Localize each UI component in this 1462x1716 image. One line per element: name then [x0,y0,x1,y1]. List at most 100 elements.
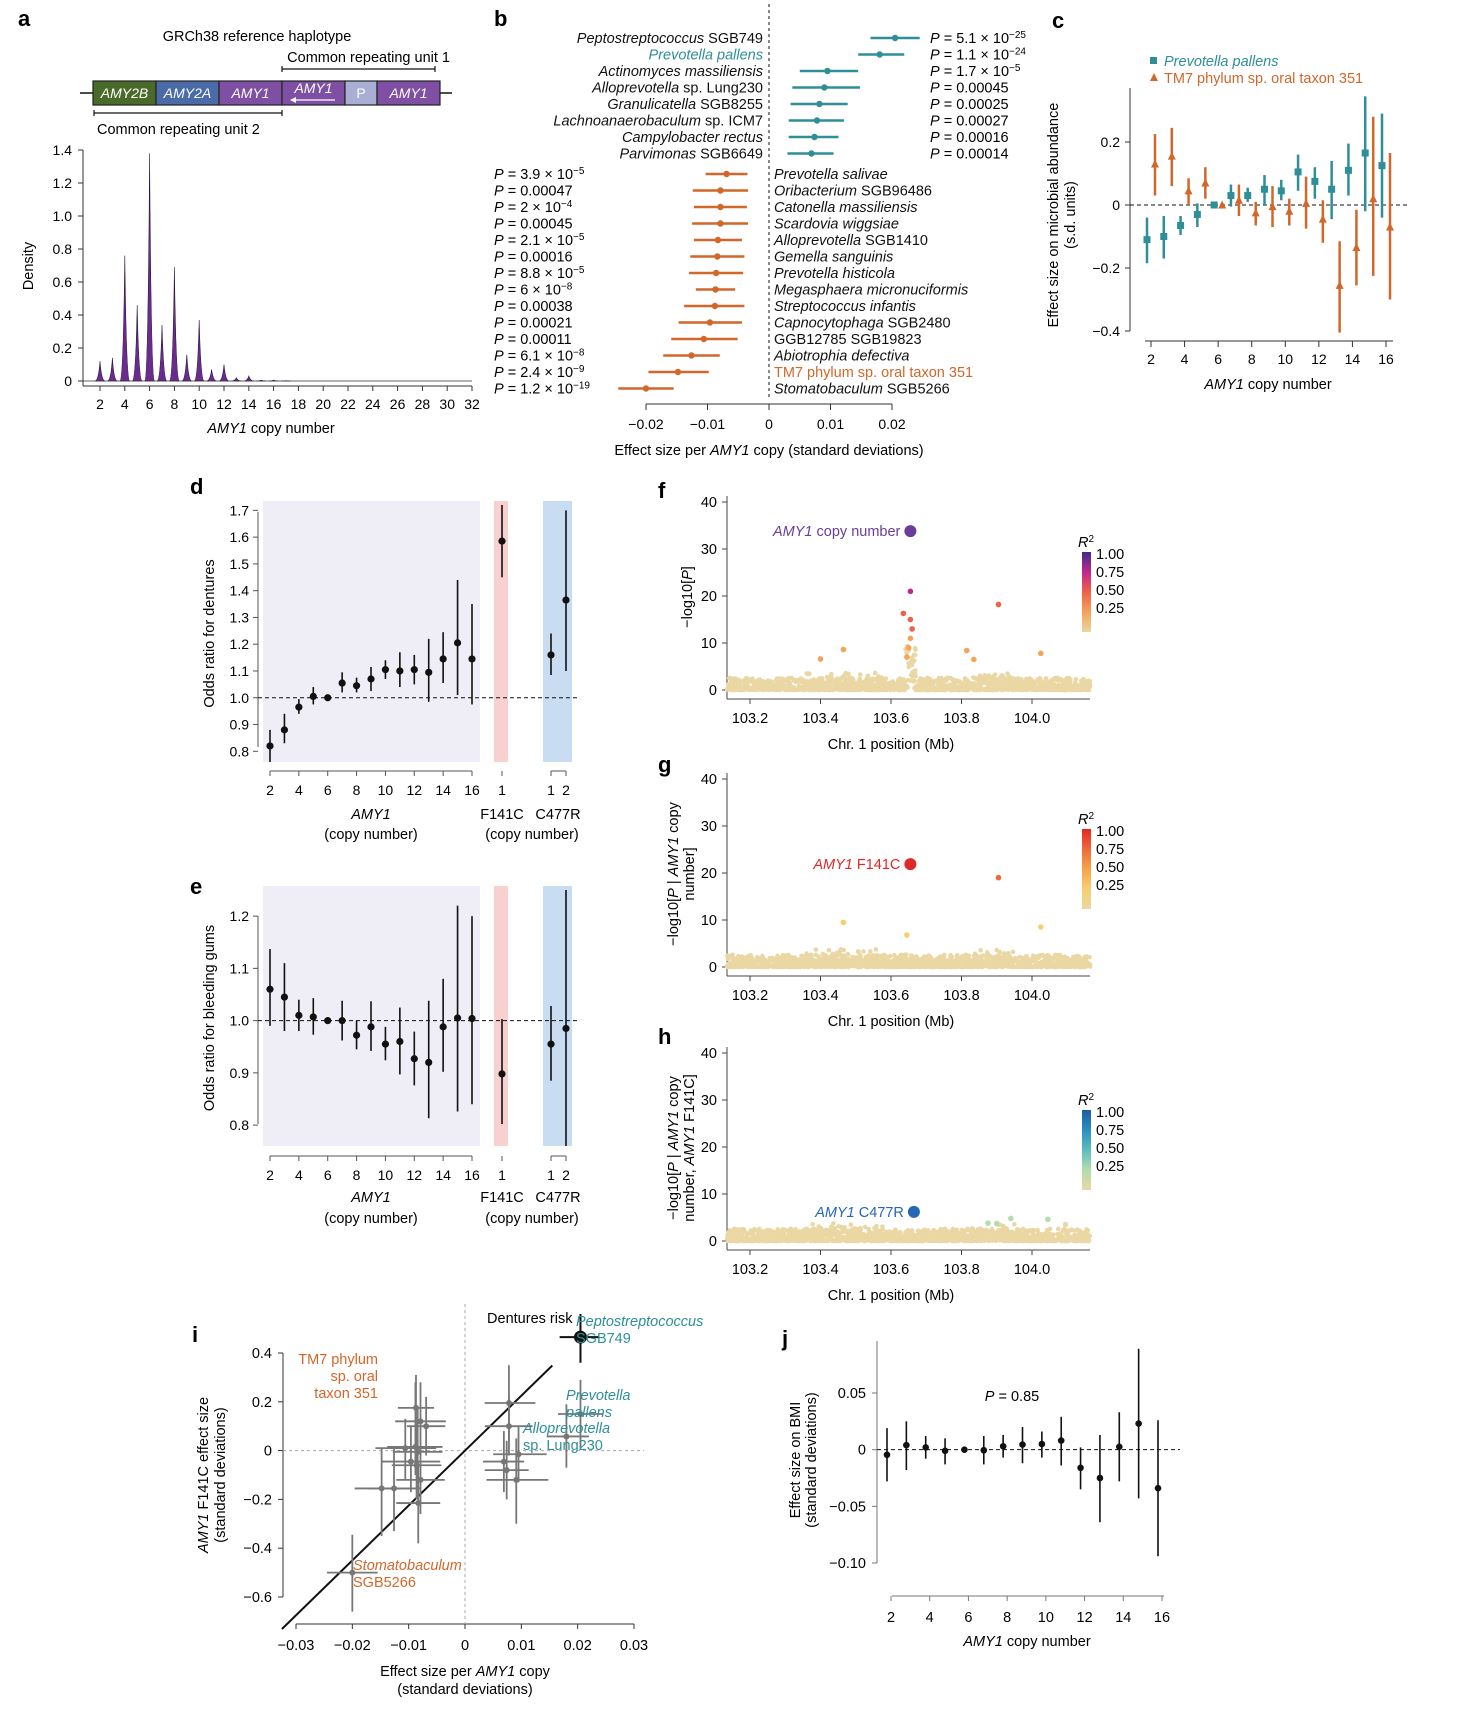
p-value: P = 0.00021 [494,316,573,332]
square-point [1177,221,1185,229]
odds-point [562,596,570,604]
y-tick-label: 0.6 [53,274,73,290]
snp-point [845,964,851,970]
square-point [1244,192,1252,200]
x-tick-label: 14 [435,1167,451,1183]
x-tick-label: 32 [464,396,480,412]
y-axis-label-2: number] [682,847,698,900]
snp-point-highlight [993,1220,1000,1227]
snp-point [802,1238,808,1243]
estimate-point [711,302,719,310]
label-part: P [930,81,940,97]
triangle-point [1268,202,1277,211]
snp-point [730,952,735,958]
x-tick-label: 4 [121,396,129,412]
snp-point [1030,964,1035,970]
snp-point [902,963,908,968]
label-part: P [494,332,504,348]
snp-point [889,961,895,967]
square-point [1160,233,1168,240]
triangle-point [1201,178,1210,187]
y-tick-label: 10 [701,1187,717,1203]
x-tick-label: −0.03 [278,1638,315,1654]
estimate-point [717,187,724,194]
snp-point [757,1235,763,1241]
y-tick-label: 0.9 [230,717,250,733]
snp-point [729,1230,735,1236]
snp-point [892,957,897,963]
snp-point [760,1229,765,1234]
snp-point [763,958,768,963]
y-tick-label: 1.4 [53,142,73,158]
label-part: = 2.4 × 10 [504,365,573,381]
snp-point [786,964,792,970]
x-tick-label: 24 [365,396,381,412]
density-peak [131,305,143,382]
snp-point [942,1231,948,1237]
snp-point [746,1236,752,1242]
x-tick-label: 1 [547,1167,555,1183]
estimate-point [688,352,695,359]
label-part: −4 [561,199,573,210]
x-tick-label: 14 [1345,351,1361,367]
snp-point [969,1238,974,1243]
x-tick-label: 1 [547,782,555,798]
snp-point [1078,678,1084,684]
p-value: P = 3.9 × 10−5 [494,166,585,184]
label-part: AMY1 [666,837,682,878]
snp-point [778,1229,783,1235]
snp-point [810,685,815,691]
legend-triangle-icon [1150,73,1158,81]
snp-point [969,1226,975,1232]
snp-point [798,678,804,684]
estimate-point [642,385,650,392]
legend-tick-label: 0.75 [1096,565,1124,581]
x-tick-label: 14 [435,782,451,798]
snp-point [843,670,849,676]
odds-point [453,1014,462,1022]
y-tick-label: 1.5 [230,556,250,572]
snp-point [973,687,979,693]
triangle-point [1184,186,1193,195]
snp-point [850,684,855,689]
estimate-point [700,335,708,343]
snp-point [931,686,936,691]
snp-point [1037,953,1043,959]
p-value: P = 0.00027 [930,114,1009,130]
snp-point [994,947,1000,953]
snp-point [880,961,885,966]
snp-point [741,1226,746,1232]
snp-point [875,954,881,960]
snp-point [787,680,793,685]
snp-point [830,951,835,957]
label-part: P [494,167,504,183]
y-tick-label: 0 [264,1444,272,1460]
snp-point [989,682,995,687]
x-tick-label: 26 [390,396,406,412]
legend-tick-label: 1.00 [1096,1105,1124,1121]
snp-point [1072,687,1077,692]
label-part: = 8.8 × 10 [504,266,573,282]
snp-point [1047,1231,1052,1237]
snp-point [1011,964,1017,970]
snp-point [764,1238,770,1244]
snp-point [872,961,878,967]
odds-point [468,1014,476,1023]
panel-b-forest-plot: Peptostreptococcus SGB749 P = 5.1 × 10−25… [494,4,1026,459]
snp-point [1036,685,1041,690]
snp-point [1044,1227,1050,1233]
snp-point [829,1236,835,1242]
snp-point [1057,684,1062,690]
y-tick-label: 1.6 [230,529,250,545]
y-tick-label: 30 [701,1093,717,1109]
snp-point [966,953,972,959]
label-part: SGB1410 [861,233,928,249]
snp-point-highlight [905,644,912,651]
density-peak [243,375,254,382]
snp-point [837,1236,842,1242]
snp-point [1026,683,1032,689]
snp-point [780,959,785,965]
snp-point [977,1234,982,1239]
legend-tick-label: 0.50 [1096,583,1124,599]
